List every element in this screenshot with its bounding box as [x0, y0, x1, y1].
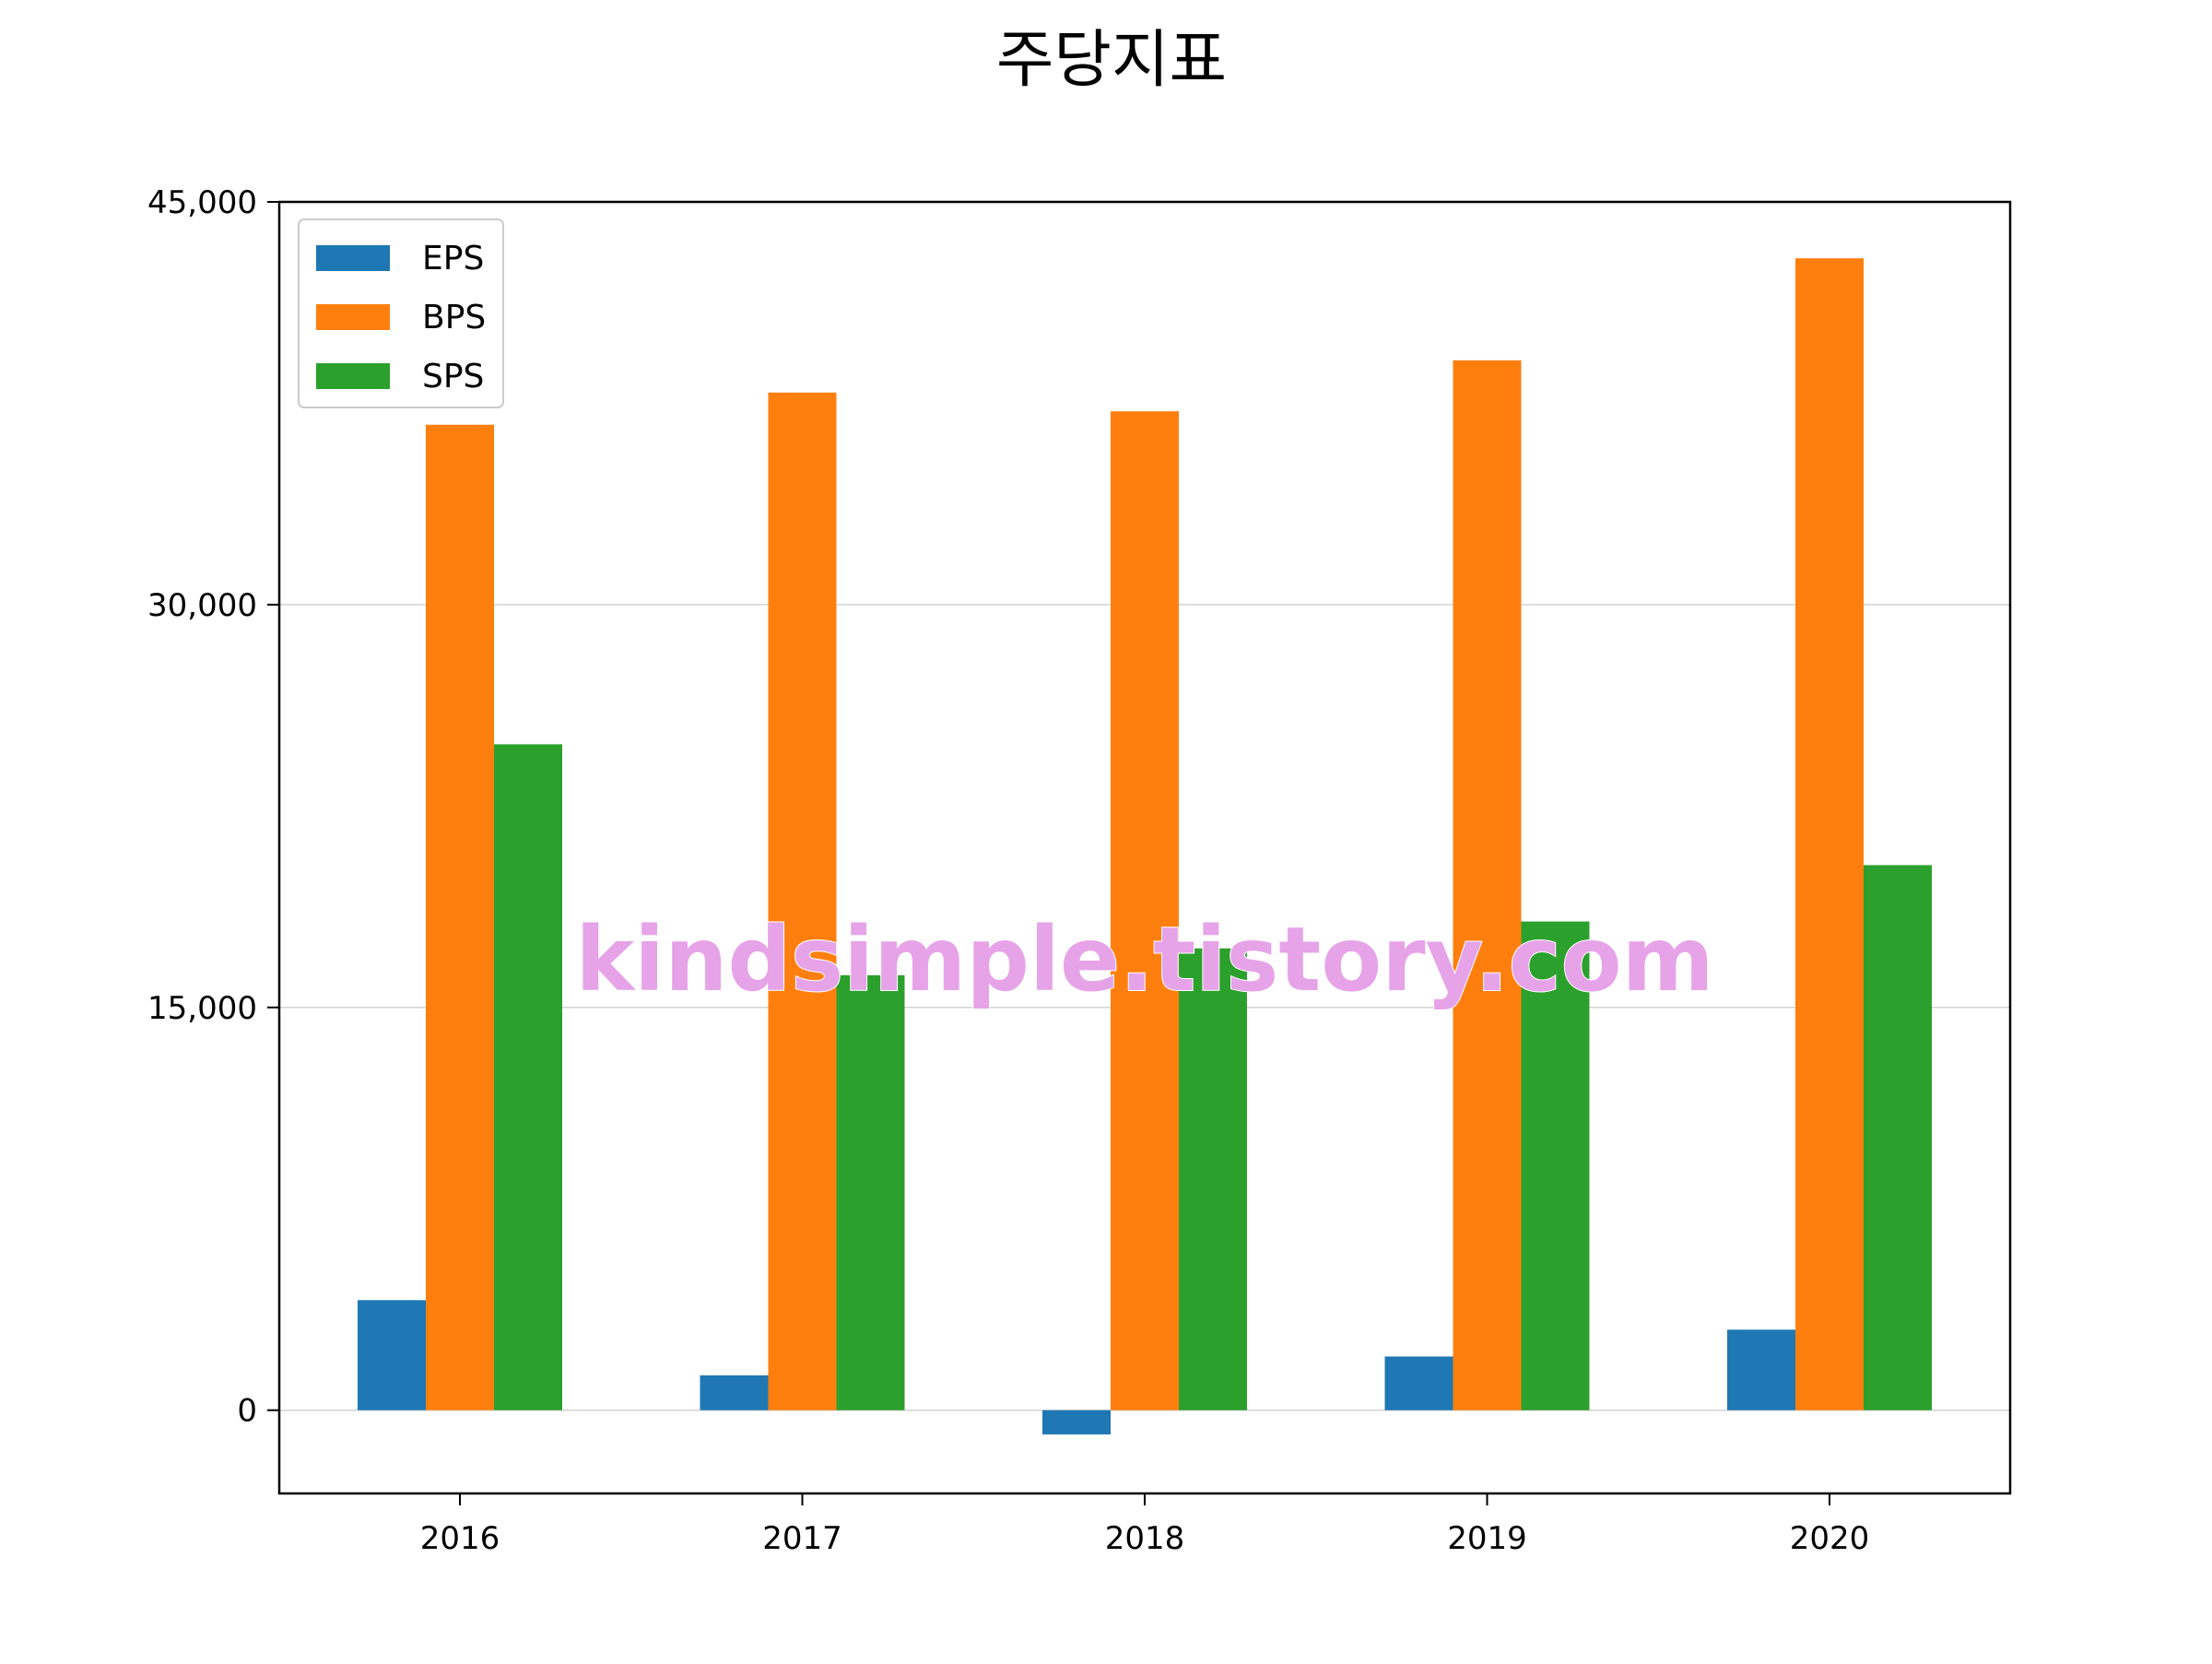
- bar-sps-2020: [1864, 865, 1932, 1410]
- y-tick-label: 15,000: [147, 990, 257, 1027]
- bar-bps-2020: [1795, 258, 1864, 1410]
- x-tick-label: 2020: [1790, 1520, 1870, 1557]
- x-tick-label: 2017: [762, 1520, 842, 1557]
- legend-label-sps: SPS: [422, 358, 484, 395]
- bar-sps-2019: [1521, 921, 1590, 1410]
- x-tick-label: 2019: [1447, 1520, 1527, 1557]
- bar-bps-2017: [768, 392, 837, 1410]
- y-tick-label: 45,000: [147, 184, 257, 221]
- bar-sps-2018: [1179, 948, 1247, 1410]
- x-tick-label: 2018: [1105, 1520, 1185, 1557]
- chart-title: 주당지표: [996, 24, 1227, 97]
- bar-bps-2018: [1111, 411, 1179, 1410]
- y-tick-label: 30,000: [147, 587, 257, 624]
- legend-swatch-sps: [316, 363, 390, 389]
- bars: [358, 258, 1932, 1434]
- bar-sps-2017: [836, 974, 905, 1410]
- legend-swatch-bps: [316, 304, 390, 330]
- legend-label-bps: BPS: [422, 299, 486, 336]
- bar-eps-2017: [700, 1375, 769, 1410]
- bar-eps-2020: [1727, 1329, 1795, 1410]
- bar-bps-2019: [1453, 360, 1522, 1410]
- x-tick-label: 2016: [420, 1520, 500, 1557]
- bar-eps-2016: [358, 1300, 426, 1410]
- y-tick-label: 0: [237, 1393, 257, 1430]
- bar-sps-2016: [494, 744, 562, 1410]
- legend: EPS BPS SPS: [298, 218, 504, 408]
- watermark-text: kindsimple.tistory.com: [575, 908, 1713, 1011]
- bar-bps-2016: [426, 424, 494, 1410]
- legend-label-eps: EPS: [422, 240, 484, 277]
- bar-eps-2019: [1384, 1356, 1453, 1410]
- bar-eps-2018: [1042, 1410, 1111, 1434]
- axes: 0 15,000 30,000 45,000 2016 2017 2018 2019 2020: [147, 184, 2012, 1557]
- legend-swatch-eps: [316, 245, 390, 271]
